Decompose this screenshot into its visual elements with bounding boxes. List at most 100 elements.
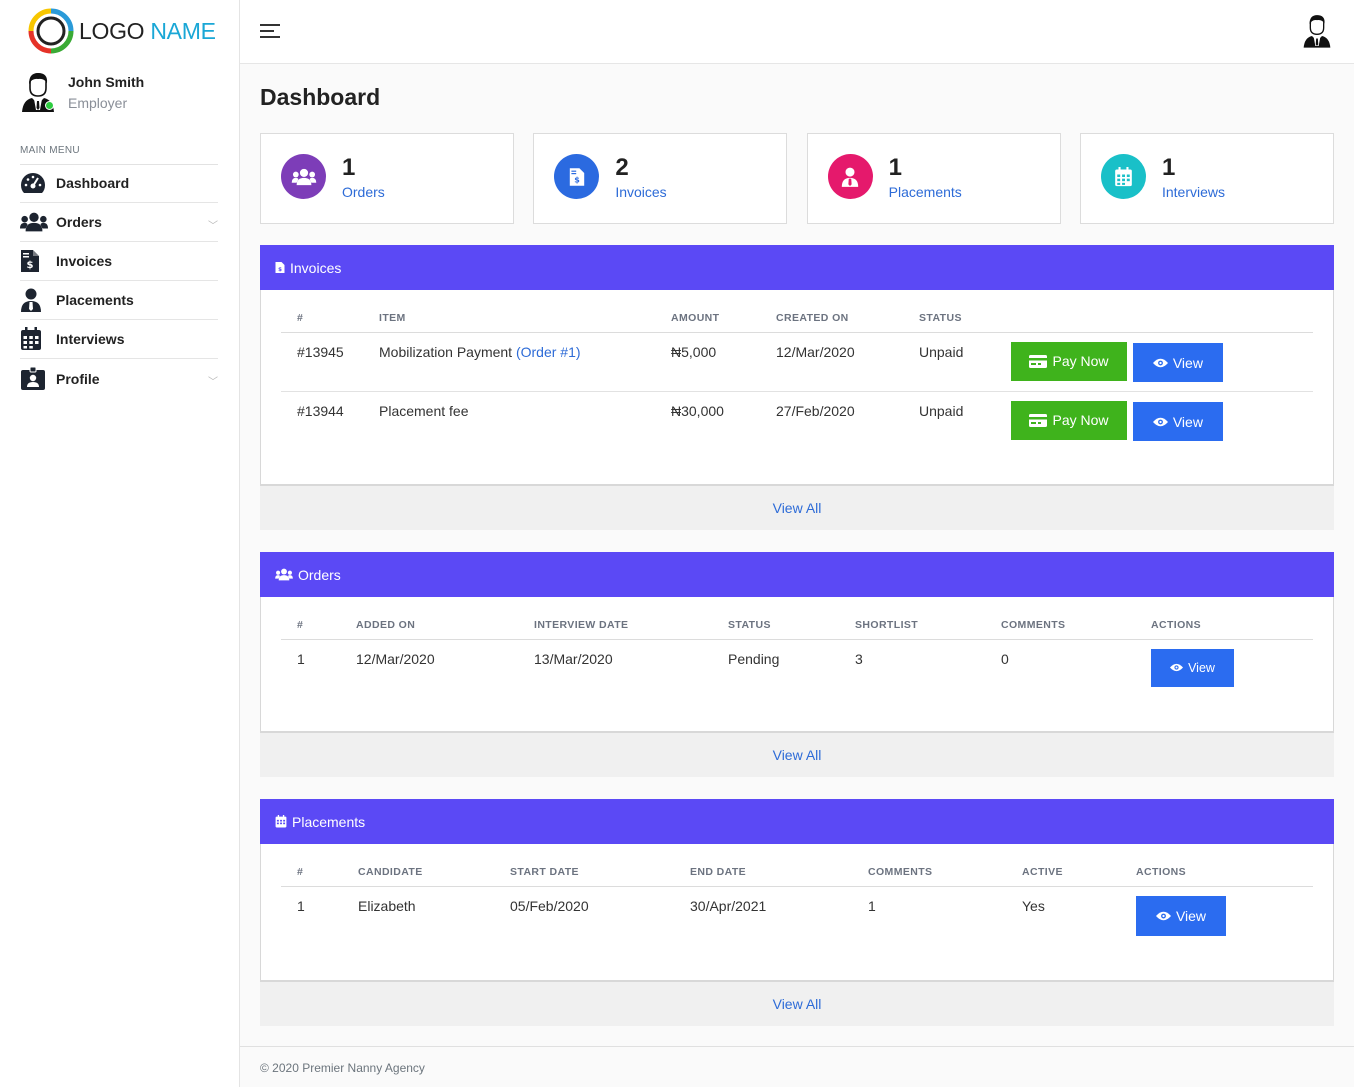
sidebar-item-invoices[interactable]: $ Invoices [20, 242, 218, 281]
order-added: 12/Mar/2020 [356, 650, 435, 667]
invoice-created: 12/Mar/2020 [776, 332, 919, 392]
invoice-item: Placement fee [379, 391, 671, 451]
sidebar-item-label: Profile [56, 370, 100, 387]
orders-card-body: # ADDED ON INTERVIEW DATE STATUS SHORTLI… [260, 597, 1334, 732]
invoice-status: Unpaid [919, 402, 964, 419]
invoices-card-header: $ Invoices [260, 245, 1334, 290]
order-link[interactable]: (Order #1) [515, 343, 581, 360]
button-label: Pay Now [1052, 412, 1109, 428]
stat-card-invoices[interactable]: $ 2 Invoices [533, 133, 788, 224]
stat-label[interactable]: Invoices [615, 184, 667, 200]
eye-icon [1152, 417, 1168, 426]
stat-card-placements[interactable]: 1 Placements [806, 133, 1061, 224]
sidebar-item-orders[interactable]: Orders ﹀ [20, 203, 218, 242]
stat-label[interactable]: Interviews [1161, 184, 1226, 200]
order-comments: 0 [1001, 650, 1009, 667]
placement-comments: 1 [868, 897, 876, 914]
stat-label[interactable]: Orders [342, 184, 385, 200]
tachometer-icon [20, 171, 48, 195]
sidebar-item-label: Dashboard [56, 175, 130, 191]
user-tie-icon [827, 154, 873, 199]
invoice-actions: Pay Now View [1011, 332, 1313, 392]
placement-start-date: 05/Feb/2020 [510, 897, 589, 914]
topbar [240, 0, 1354, 64]
topbar-avatar[interactable] [1302, 14, 1332, 51]
placement-active: Yes [1022, 897, 1045, 914]
view-button[interactable]: View [1136, 895, 1226, 936]
sidebar-item-placements[interactable]: Placements [20, 281, 218, 320]
chevron-down-icon[interactable]: ﹀ [208, 377, 218, 388]
stat-card-orders[interactable]: 1 Orders [260, 133, 514, 224]
logo[interactable]: LOGO NAME [28, 6, 216, 56]
placements-table: # CANDIDATE START DATE END DATE COMMENTS… [281, 864, 1313, 946]
button-label: Pay Now [1052, 353, 1109, 369]
column-header: COMMENTS [868, 864, 1022, 887]
pay-now-button[interactable]: Pay Now [1011, 400, 1127, 440]
stat-value: 1 [1161, 154, 1176, 181]
calendar-icon [1100, 154, 1146, 199]
view-button[interactable]: View [1151, 648, 1234, 687]
view-all-invoices-link[interactable]: View All [260, 485, 1334, 530]
invoices-card-body: # ITEM AMOUNT CREATED ON STATUS #13945 M… [260, 290, 1334, 485]
placements-card-header: Placements [260, 799, 1334, 844]
avatar[interactable] [20, 72, 56, 112]
invoice-amount: ₦5,000 [671, 332, 776, 392]
table-row: #13944 Placement fee ₦30,000 27/Feb/2020… [281, 391, 1313, 451]
column-header: START DATE [510, 864, 690, 887]
pay-now-button[interactable]: Pay Now [1011, 341, 1127, 381]
invoice-item: Mobilization Payment (Order #1) [379, 332, 671, 392]
stat-value: 1 [888, 154, 903, 181]
sidebar-item-label: Interviews [56, 331, 125, 347]
orders-card-header: Orders [260, 552, 1334, 597]
view-all-orders-link[interactable]: View All [260, 732, 1334, 777]
sidebar-item-label: Orders [56, 214, 102, 230]
logo-text: LOGO NAME [79, 18, 216, 45]
calendar-icon [20, 327, 48, 351]
hamburger-menu-icon[interactable] [260, 24, 280, 40]
stat-card-interviews[interactable]: 1 Interviews [1079, 133, 1334, 224]
sidebar-item-profile[interactable]: Profile ﹀ [20, 359, 218, 398]
column-header: ACTIVE [1022, 864, 1136, 887]
column-header: # [281, 617, 356, 640]
footer-copyright: © 2020 Premier Nanny Agency [260, 1061, 425, 1075]
logo-ring-icon [28, 8, 74, 54]
placement-candidate: Elizabeth [358, 897, 416, 914]
view-button[interactable]: View [1132, 402, 1223, 441]
column-header: AMOUNT [671, 310, 776, 333]
sidebar-item-dashboard[interactable]: Dashboard [20, 164, 218, 203]
sidebar-item-label: Placements [56, 292, 134, 308]
card-title: Invoices [290, 259, 342, 276]
item-text: Mobilization Payment [379, 343, 513, 360]
column-header: ITEM [379, 310, 671, 333]
placement-id: 1 [297, 897, 305, 914]
eye-icon [1155, 911, 1171, 920]
column-header: INTERVIEW DATE [534, 617, 728, 640]
invoice-id: #13945 [281, 332, 379, 392]
invoice-icon: $ [275, 262, 285, 273]
order-status: Pending [728, 650, 780, 667]
button-label: View [1172, 413, 1203, 430]
table-row: #13945 Mobilization Payment (Order #1) ₦… [281, 332, 1313, 392]
credit-card-icon [1029, 354, 1048, 368]
column-header [1011, 310, 1313, 333]
column-header: STATUS [728, 617, 855, 640]
sidebar-item-interviews[interactable]: Interviews [20, 320, 218, 359]
invoice-icon: $ [20, 249, 48, 273]
main-menu: Dashboard Orders ﹀ $ Invoices Placements [20, 164, 218, 398]
invoice-icon: $ [554, 154, 600, 199]
chevron-down-icon[interactable]: ﹀ [208, 221, 218, 232]
view-all-placements-link[interactable]: View All [260, 981, 1334, 1026]
stat-label[interactable]: Placements [888, 184, 962, 200]
user-role: Employer [68, 95, 128, 111]
view-button[interactable]: View [1132, 343, 1223, 382]
logo-word-2: NAME [150, 17, 216, 44]
column-header: ACTIONS [1136, 864, 1313, 887]
invoices-table: # ITEM AMOUNT CREATED ON STATUS #13945 M… [281, 310, 1313, 451]
column-header: END DATE [690, 864, 868, 887]
placement-end-date: 30/Apr/2021 [690, 897, 767, 914]
user-name: John Smith [68, 74, 145, 90]
svg-text:$: $ [27, 260, 34, 271]
invoices-card: $ Invoices # ITEM AMOUNT CREATED ON STAT… [260, 245, 1334, 530]
order-shortlist: 3 [855, 650, 863, 667]
eye-icon [1152, 358, 1168, 367]
